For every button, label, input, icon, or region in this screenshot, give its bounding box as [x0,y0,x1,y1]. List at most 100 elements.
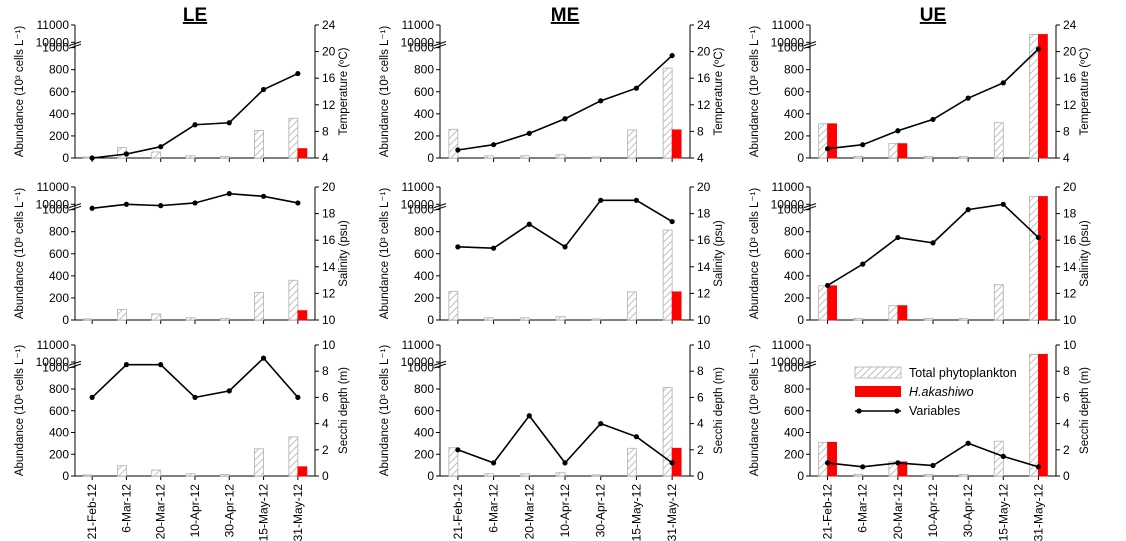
variable-point [895,234,901,241]
right-tick-label: 8 [322,364,329,378]
right-tick-label: 16 [697,233,711,247]
variable-point [295,394,301,400]
variable-point [895,460,901,466]
date-label: 21-Feb-12 [85,484,99,540]
variable-point [1035,464,1042,470]
bar-total-phytoplankton [591,156,602,159]
left-tick-label: 600 [414,247,434,261]
axis-break-mark [68,360,82,366]
variable-point [1035,46,1042,52]
bar-total-phytoplankton [519,473,530,477]
legend-marker [856,408,862,414]
variable-point [260,355,267,361]
left-tick-label: 11000 [402,180,435,194]
legend-marker [894,408,900,414]
left-axis-title: Abundance (10³ cells L⁻¹) [749,345,761,477]
left-tick-label: 11000 [37,180,70,194]
right-tick-label: 14 [1063,260,1077,274]
legend-swatch-total [854,366,902,379]
variable-point [633,434,640,440]
bar-total-phytoplankton [888,305,899,321]
left-tick-label: 400 [784,107,804,121]
left-tick-label: 600 [49,85,69,99]
right-tick-label: 16 [1063,233,1077,247]
left-tick-label: 200 [49,447,69,461]
left-tick-label: 11000 [37,338,70,352]
left-tick-label: 400 [784,269,804,283]
right-axis-title: Temperature (ºC) [1079,47,1091,135]
left-tick-label: 10000 [771,355,805,369]
left-tick-label: 10000 [771,197,805,211]
variable-line [827,48,1039,150]
right-tick-label: 24 [322,18,336,32]
right-axis-title: Salinity (psu) [713,220,725,287]
bar-total-phytoplankton [484,155,494,159]
variable-point [490,142,497,148]
variable-point [1000,201,1006,207]
bar-total-phytoplankton [448,128,459,159]
right-tick-label: 20 [1063,45,1077,59]
right-tick-label: 10 [322,338,336,352]
bar-total-phytoplankton [288,279,299,321]
left-tick-label: 11000 [37,18,70,32]
left-tick-label: 800 [414,382,434,396]
right-tick-label: 20 [1063,180,1077,194]
bar-h-akashiwo [1038,34,1048,159]
right-tick-label: 24 [1063,18,1077,32]
axis-break-mark [68,41,82,47]
bar-h-akashiwo [1038,353,1048,477]
left-tick-label: 400 [414,269,434,283]
right-axis-title: Temperature (ºC) [713,47,725,135]
left-tick-label: 1000 [407,203,434,217]
variable-point [455,447,461,453]
left-tick-label: 600 [784,85,804,99]
variable-point [598,98,604,104]
left-tick-label: 0 [427,469,434,483]
right-tick-label: 18 [1063,207,1077,221]
right-tick-label: 8 [1063,124,1070,138]
date-label: 31-May-12 [291,484,305,541]
right-tick-label: 16 [697,71,711,85]
date-label: 20-Mar-12 [891,484,905,540]
variable-point [260,86,267,93]
left-tick-label: 200 [784,129,804,143]
right-tick-label: 4 [697,417,704,431]
right-tick-label: 2 [697,443,704,457]
bar-total-phytoplankton [288,436,299,477]
variable-point [226,120,232,126]
variable-point [89,394,95,400]
variable-point [1000,80,1006,86]
bar-total-phytoplankton [993,122,1004,159]
variable-point [295,70,301,77]
left-tick-label: 1000 [42,360,69,374]
bar-total-phytoplankton [555,316,566,321]
right-tick-label: 14 [322,260,336,274]
variable-point [123,201,130,207]
left-tick-label: 0 [797,151,804,165]
bar-h-akashiwo [671,291,682,321]
left-tick-label: 1000 [777,360,804,374]
variable-point [192,122,198,128]
right-tick-label: 14 [697,260,711,274]
variable-point [526,413,532,419]
variable-point [562,116,568,122]
right-tick-label: 10 [697,313,711,327]
bar-total-phytoplankton [818,123,828,159]
left-tick-label: 400 [414,107,434,121]
date-label: 31-May-12 [665,484,679,541]
right-tick-label: 10 [322,313,336,327]
left-tick-label: 10000 [771,35,805,49]
bar-h-akashiwo [297,148,308,159]
right-tick-label: 2 [322,443,329,457]
left-tick-label: 600 [784,404,804,418]
bar-total-phytoplankton [117,465,127,477]
date-label: 10-Apr-12 [188,484,202,538]
variable-point [123,151,130,157]
variable-point [455,147,461,153]
variable-point [562,460,568,466]
variable-point [123,362,130,368]
variable-point [965,440,971,446]
